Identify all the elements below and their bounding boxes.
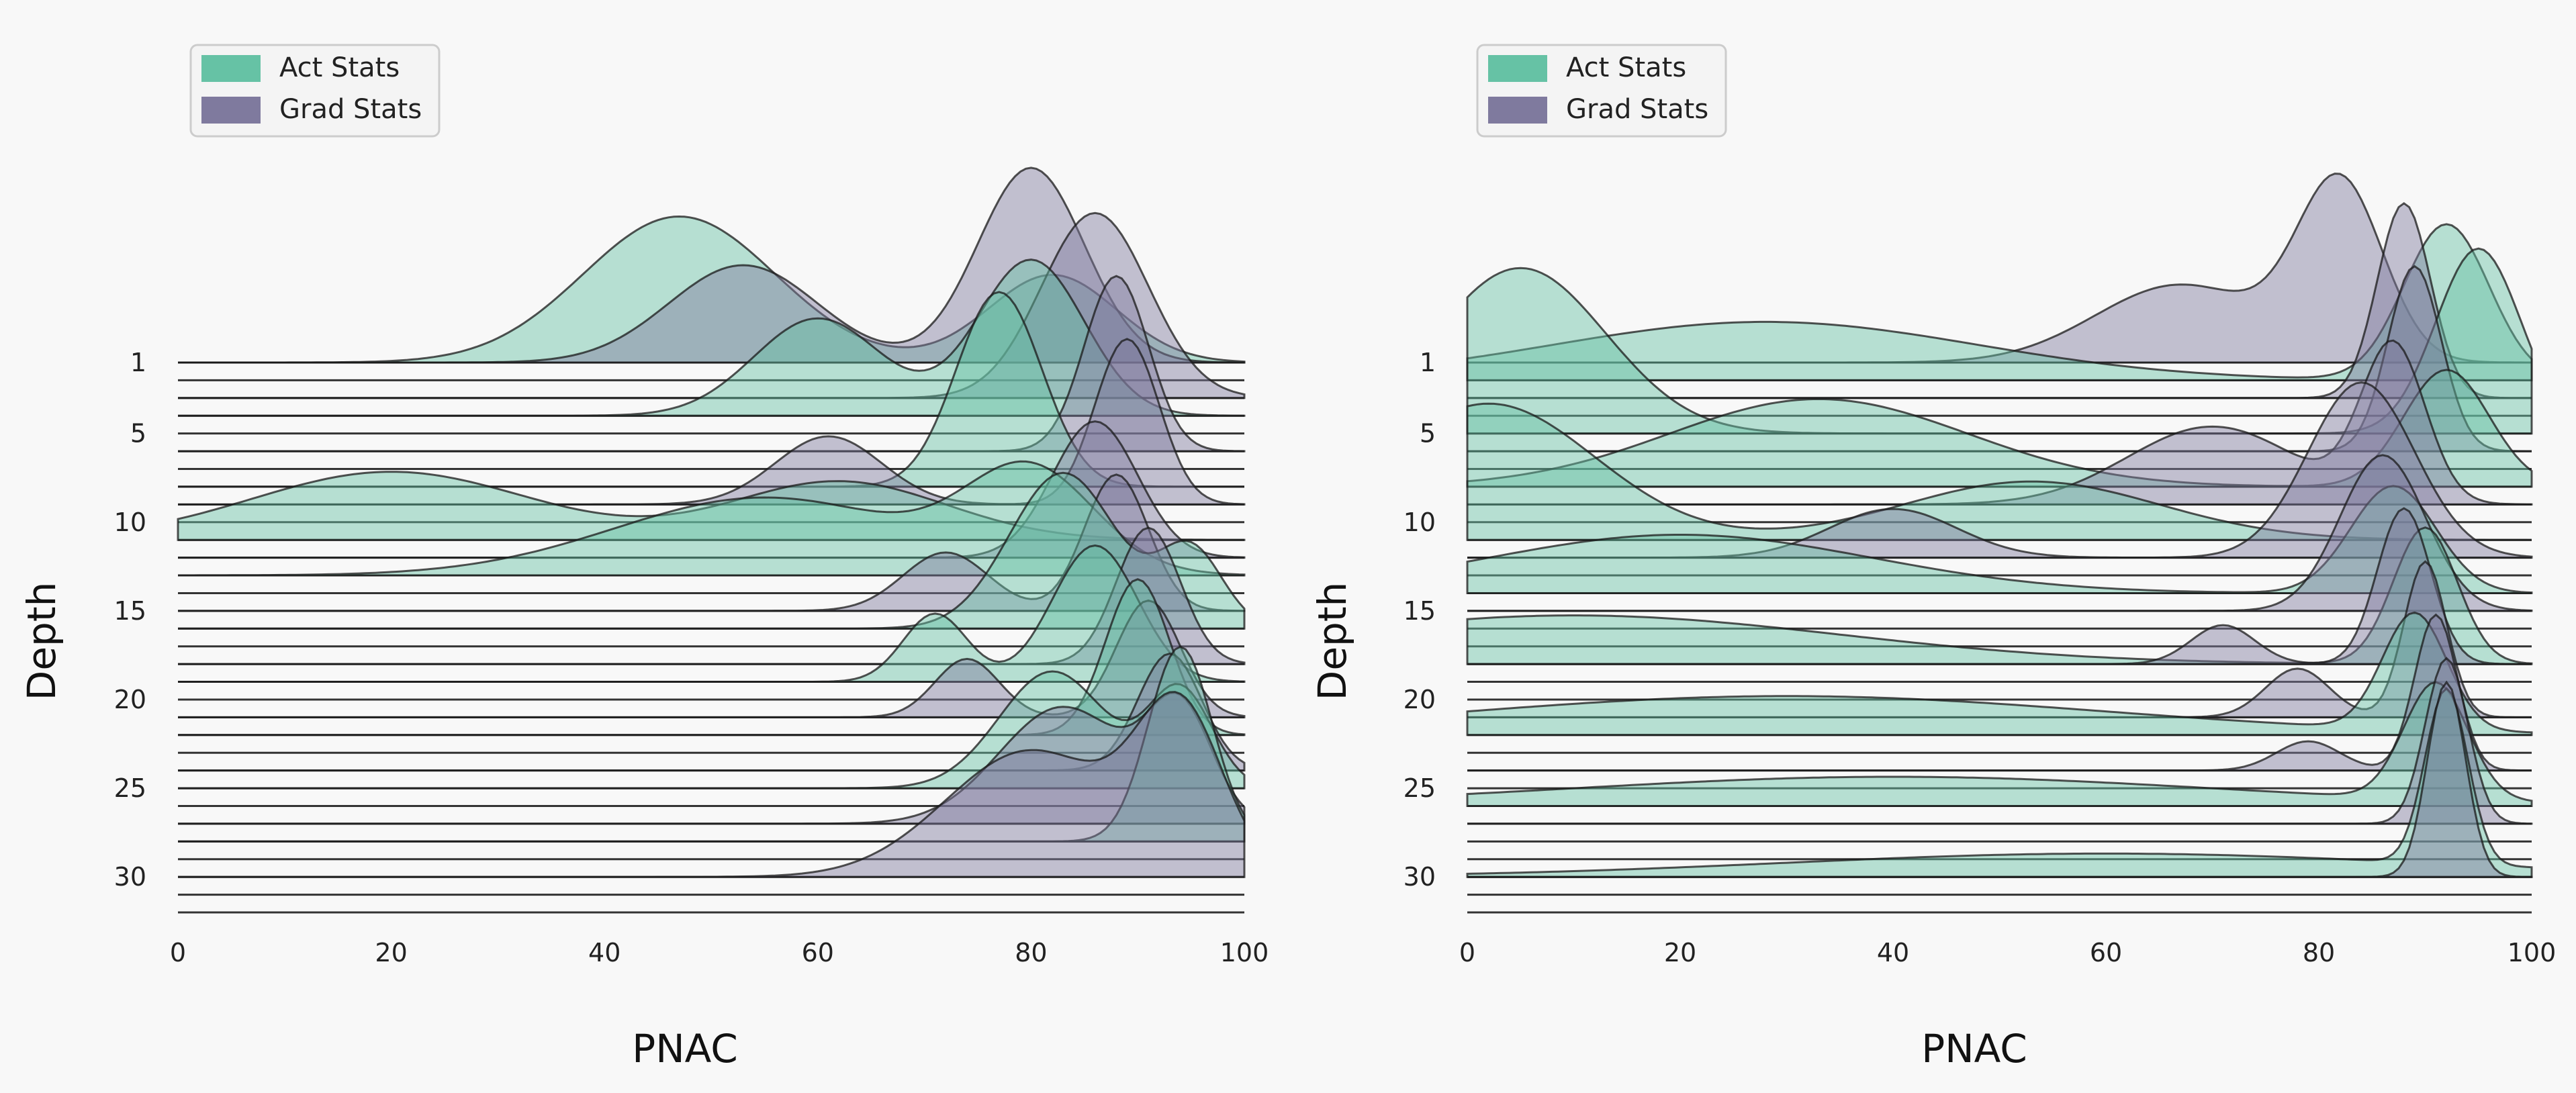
- right-ridge-grad-stats-depth-27: [1467, 657, 2533, 825]
- left-ridge-grad-stats-depth-3: [178, 211, 1246, 399]
- left-depth-tick-label: 10: [114, 508, 146, 537]
- left-depth-tick-label: 30: [114, 862, 146, 892]
- left-ridge-grad-stats-depth-18: [178, 526, 1246, 665]
- left-ridge-act-stats-depth-19: [178, 544, 1246, 683]
- right-x-tick-label: 0: [1459, 938, 1475, 967]
- right-x-tick-label: 60: [2090, 938, 2122, 967]
- left-x-tick-label: 100: [1220, 938, 1269, 967]
- right-x-tick-label: 80: [2303, 938, 2335, 967]
- right-ridge-grad-stats-depth-18: [1467, 507, 2532, 665]
- right-ridge-act-stats-depth-8: [1466, 369, 2533, 488]
- right-ridge-grad-stats-depth-12: [1467, 381, 2533, 559]
- left-depth-tick-label: 1: [130, 348, 146, 377]
- right-depth-tick-label: 1: [1420, 348, 1436, 377]
- left-ridge-grad-stats-depth-9: [178, 338, 1246, 506]
- right-ridge-act-stats-depth-11: [1466, 402, 2532, 541]
- left-ridge-act-stats-depth-13: [178, 460, 1246, 577]
- right-ridge-grad-stats-depth-30: [1467, 680, 2533, 878]
- right-ridge-act-stats-depth-26: [1466, 681, 2533, 807]
- right-ridge-grad-stats-depth-21: [1467, 560, 2532, 718]
- left-x-ticks: 0 20 40 60 80 100: [170, 938, 1269, 967]
- right-ridge-act-stats-depth-5: [1466, 247, 2533, 435]
- left-legend-grad-label: Grad Stats: [279, 94, 422, 125]
- left-legend: Act Stats Grad Stats: [189, 44, 441, 138]
- right-ridge-act-stats-depth-22: [1466, 611, 2533, 736]
- right-legend-act-label: Act Stats: [1566, 52, 1686, 83]
- right-x-tick-label: 40: [1877, 938, 1909, 967]
- right-ridge-grad-stats-depth-1: [1467, 173, 2532, 364]
- right-x-tick-label: 20: [1664, 938, 1696, 967]
- left-legend-act-swatch: [201, 55, 261, 82]
- right-depth-tick-label: 25: [1404, 773, 1436, 803]
- left-ridge-act-stats-depth-28: [178, 645, 1246, 843]
- right-y-axis-title: Depth: [1309, 582, 1355, 701]
- left-x-axis-title: PNAC: [632, 1026, 738, 1072]
- right-ridge-grad-stats-depth-6: [1467, 265, 2532, 453]
- right-ridge-act-stats-depth-30: [1466, 687, 2533, 878]
- right-ridge-grad-stats-depth-15: [1467, 454, 2533, 612]
- left-ridges: [177, 167, 1246, 914]
- left-x-tick-label: 0: [170, 938, 186, 967]
- right-depth-tick-label: 20: [1404, 685, 1436, 714]
- left-ridge-act-stats-depth-11: [177, 471, 1246, 541]
- right-x-ticks: 0 20 40 60 80 100: [1459, 938, 2556, 967]
- right-x-tick-label: 100: [2508, 938, 2557, 967]
- left-depth-tick-label: 15: [114, 596, 146, 626]
- left-ridge-grad-stats-depth-27: [178, 692, 1246, 825]
- right-legend-grad-label: Grad Stats: [1566, 94, 1708, 125]
- left-ridge-act-stats-depth-25: [178, 670, 1246, 790]
- left-legend-act-label: Act Stats: [279, 52, 400, 83]
- right-legend-act-swatch: [1488, 55, 1547, 82]
- left-x-tick-label: 20: [375, 938, 407, 967]
- left-legend-grad-swatch: [201, 97, 261, 124]
- right-ridge-grad-stats-depth-3: [1467, 201, 2532, 399]
- right-depth-tick-label: 10: [1404, 508, 1436, 537]
- right-x-axis-title: PNAC: [1921, 1026, 2027, 1072]
- left-depth-tick-label: 5: [130, 419, 146, 448]
- left-ridge-grad-stats-depth-12: [178, 420, 1246, 559]
- left-y-axis-title: Depth: [19, 582, 64, 701]
- left-depth-tick-label: 25: [114, 773, 146, 803]
- right-ridge-act-stats-depth-2: [1466, 223, 2533, 381]
- right-ridge-grad-stats-depth-9: [1467, 339, 2533, 506]
- left-ridge-grad-stats-depth-15: [178, 473, 1246, 612]
- right-depth-tick-label: 5: [1420, 419, 1436, 448]
- left-ridge-grad-stats-depth-6: [178, 275, 1246, 453]
- left-x-tick-label: 40: [588, 938, 620, 967]
- right-legend: Act Stats Grad Stats: [1476, 44, 1727, 138]
- left-x-tick-label: 80: [1015, 938, 1047, 967]
- left-x-tick-label: 60: [802, 938, 834, 967]
- right-legend-grad-swatch: [1488, 97, 1547, 124]
- right-ridge-act-stats-depth-14: [1466, 485, 2533, 594]
- right-ridge-act-stats-depth-18: [1466, 526, 2533, 665]
- right-depth-tick-label: 30: [1404, 862, 1436, 892]
- left-depth-tick-label: 20: [114, 685, 146, 714]
- left-ridge-act-stats-depth-4: [178, 258, 1246, 417]
- left-ridge-act-stats-depth-16: [178, 471, 1246, 630]
- left-ridge-grad-stats-depth-30: [178, 691, 1246, 878]
- right-depth-tick-label: 15: [1404, 596, 1436, 626]
- right-ridges: [1466, 173, 2533, 914]
